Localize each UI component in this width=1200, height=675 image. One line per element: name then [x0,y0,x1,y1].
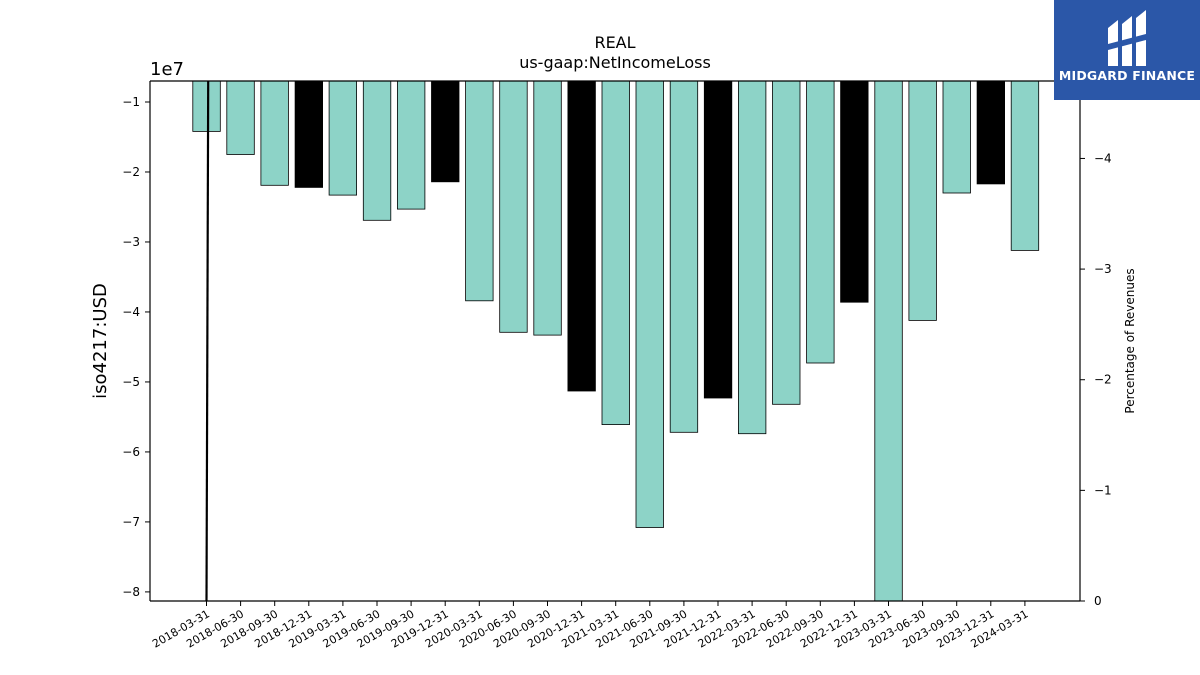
bar-2020-12-31 [567,80,596,392]
bar-2023-06-30 [908,80,937,321]
y-tick-label: −4 [122,305,140,319]
brand-mark-icon [1108,10,1146,66]
y2-axis-label: Percentage of Revenues [1123,268,1137,413]
chart-subtitle: us-gaap:NetIncomeLoss [519,53,711,72]
bar-2019-09-30 [396,80,426,210]
bar-2022-03-31 [738,80,767,435]
y2-tick-label: 0 [1094,594,1102,608]
bar-2023-09-30 [942,80,971,194]
y-tick-label: −2 [122,165,140,179]
bar-2018-09-30 [260,80,289,186]
y-tick-label: −6 [122,445,140,459]
bar-2022-09-30 [806,80,835,364]
bar-2019-12-31 [431,80,460,183]
brand-logo: MIDGARD FINANCE [1054,0,1200,100]
bar-2018-12-31 [294,80,324,188]
bar-2022-12-31 [840,80,869,303]
bar-2020-09-30 [533,80,562,336]
bar-2023-12-31 [976,80,1005,185]
chart-title: REAL [594,33,635,52]
bar-2022-06-30 [772,80,801,405]
bar-2021-09-30 [669,80,699,433]
bar-2021-06-30 [635,80,664,528]
y2-tick-label: −4 [1094,151,1112,165]
bar-2021-12-31 [703,80,733,399]
bar-2020-06-30 [499,80,528,333]
y-tick-label: −5 [122,375,140,389]
bar-2018-06-30 [226,80,255,155]
bar-2021-03-31 [601,80,630,426]
bar-2020-03-31 [465,80,494,302]
y2-tick-label: −3 [1094,262,1112,276]
percentage-line [205,80,210,602]
y2-tick-label: −2 [1094,373,1112,387]
y-tick-label: −1 [122,95,140,109]
bar-2019-03-31 [328,80,358,196]
y-tick-label: −8 [122,585,140,599]
brand-name: MIDGARD FINANCE [1058,68,1196,83]
y-tick-label: −7 [122,515,140,529]
bars-group [192,80,1040,602]
bar-2019-06-30 [362,80,392,221]
y-axis-offset-label: 1e7 [150,59,184,80]
y-axis-label: iso4217:USD [90,283,111,399]
bar-2018-03-31 [192,80,221,132]
bar-2024-03-31 [1010,80,1040,251]
y2-tick-label: −1 [1094,483,1112,497]
bar-2023-03-31 [874,80,903,602]
y-tick-label: −3 [122,235,140,249]
percentage-line-group [205,80,210,602]
